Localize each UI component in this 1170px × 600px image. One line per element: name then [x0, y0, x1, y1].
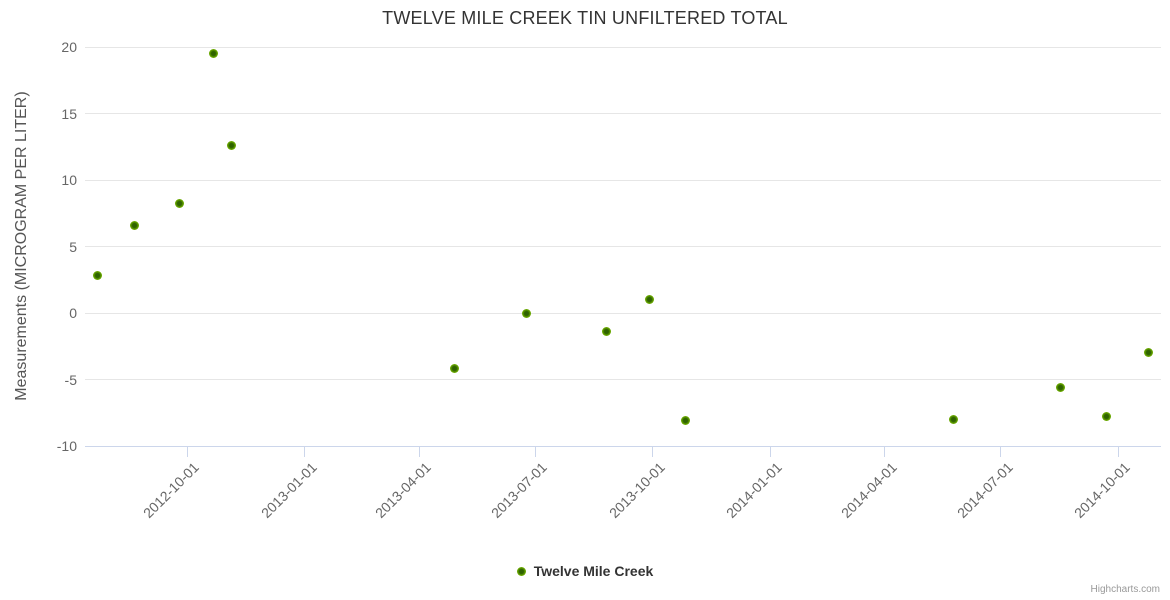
- y-axis-tick-label: 20: [61, 39, 77, 55]
- x-axis-tick-label: 2013-04-01: [372, 459, 435, 521]
- x-axis-tick-mark: [419, 447, 421, 457]
- y-gridline: [85, 179, 1161, 181]
- x-axis-tick-mark: [769, 447, 771, 457]
- y-axis-tick-label: 15: [61, 105, 77, 122]
- data-point[interactable]: [521, 308, 531, 318]
- y-gridline: [85, 379, 1161, 380]
- x-axis-tick-label: 2013-07-01: [488, 459, 551, 521]
- data-point[interactable]: [1143, 348, 1153, 358]
- y-axis-title: Measurements (MICROGRAM PER LITER): [13, 91, 30, 401]
- y-axis-tick-label: 0: [69, 305, 77, 321]
- x-axis-line: [85, 446, 1161, 447]
- data-point[interactable]: [130, 220, 140, 230]
- x-axis-tick-label: 2014-07-01: [953, 459, 1016, 521]
- chart-title: TWELVE MILE CREEK TIN UNFILTERED TOTAL: [382, 8, 788, 28]
- data-point[interactable]: [1055, 382, 1065, 392]
- y-gridline: [85, 312, 1161, 314]
- x-axis-tick-label: 2013-01-01: [257, 459, 320, 521]
- data-point[interactable]: [227, 140, 237, 150]
- data-point[interactable]: [450, 364, 460, 374]
- x-axis-tick-label: 2013-10-01: [605, 459, 668, 521]
- y-axis-tick-label: -10: [56, 438, 77, 454]
- x-axis-tick-mark: [304, 447, 306, 457]
- y-axis-tick-label: 5: [69, 238, 77, 255]
- x-axis-tick-mark: [884, 447, 886, 457]
- x-axis-tick-mark: [1000, 447, 1002, 457]
- highcharts-credits-link[interactable]: Highcharts.com: [1090, 584, 1160, 595]
- x-axis-tick-label: 2014-04-01: [837, 459, 900, 521]
- data-point[interactable]: [93, 271, 103, 281]
- data-point[interactable]: [1101, 412, 1111, 422]
- data-point[interactable]: [680, 416, 690, 426]
- y-gridline: [85, 246, 1161, 247]
- x-axis-tick-label: 2012-10-01: [140, 459, 203, 521]
- x-axis-tick-mark: [535, 447, 537, 457]
- x-axis-tick-mark: [1117, 447, 1119, 457]
- x-axis-tick-label: 2014-10-01: [1071, 459, 1133, 521]
- x-axis-tick-label: 2014-01-01: [722, 459, 785, 521]
- x-axis-tick-mark: [186, 447, 188, 457]
- y-axis-tick-label: -5: [64, 371, 77, 388]
- data-point[interactable]: [601, 327, 611, 337]
- legend-item[interactable]: Twelve Mile Creek: [0, 563, 1170, 579]
- x-axis-tick-mark: [652, 447, 654, 457]
- data-point[interactable]: [645, 295, 655, 305]
- y-gridline: [85, 46, 1161, 48]
- data-point[interactable]: [174, 199, 184, 209]
- data-point[interactable]: [209, 49, 219, 59]
- y-gridline: [85, 113, 1161, 114]
- legend-series-label: Twelve Mile Creek: [533, 563, 654, 579]
- data-point[interactable]: [948, 414, 958, 424]
- legend-series-marker-icon: [516, 566, 526, 576]
- y-axis-tick-label: 10: [61, 172, 77, 188]
